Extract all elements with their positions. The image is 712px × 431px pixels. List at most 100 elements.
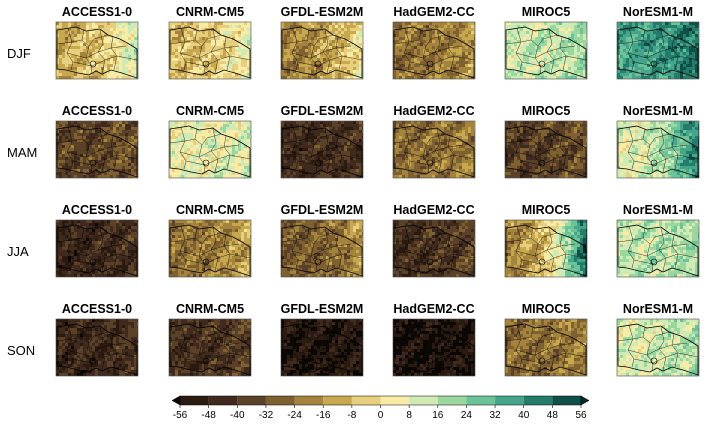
map-cell (175, 124, 179, 128)
map-cell (80, 58, 84, 62)
map-cell (432, 133, 436, 137)
map-cell (314, 73, 318, 77)
map-cell (683, 31, 687, 35)
map-cell (119, 133, 123, 137)
map-cell (107, 25, 111, 29)
map-cell (335, 160, 339, 164)
map-cell (235, 151, 239, 155)
map-cell (232, 130, 236, 134)
map-cell (329, 172, 333, 176)
map-cell (77, 64, 81, 68)
map-cell (514, 70, 518, 74)
map-cell (426, 130, 430, 134)
map-cell (350, 61, 354, 65)
map-cell (505, 67, 509, 71)
state-outline (169, 26, 251, 79)
map-cell (220, 175, 224, 178)
map-cell (235, 142, 239, 146)
map-cell (662, 22, 666, 26)
map-cell (641, 70, 645, 74)
map-cell (302, 22, 306, 26)
map-cell (335, 145, 339, 149)
map-cell (190, 169, 194, 173)
map-cell (232, 31, 236, 35)
map-cell (229, 58, 233, 62)
map-cell (344, 49, 348, 53)
map-cell (89, 121, 93, 125)
map-cell (456, 34, 460, 38)
map-cell (92, 73, 96, 77)
map-cell (344, 136, 348, 140)
map-cell (617, 25, 621, 29)
map-cell (137, 46, 138, 50)
map-cell (169, 22, 173, 26)
map-cell (698, 61, 699, 65)
map-cell (692, 37, 696, 41)
map-cell (169, 166, 173, 170)
map-cell (74, 46, 78, 50)
map-cell (347, 166, 351, 170)
map-cell (429, 49, 433, 53)
map-cell (77, 31, 81, 35)
map-cell (347, 31, 351, 35)
map-cell (241, 49, 245, 53)
map-cell (474, 133, 475, 137)
map-cell (65, 73, 69, 77)
map-cell (632, 37, 636, 41)
map-cell (196, 76, 200, 79)
map-cell (456, 130, 460, 134)
map-cell (644, 58, 648, 62)
map-cell (217, 163, 221, 167)
map-cell (635, 73, 639, 77)
map-cell (638, 43, 642, 47)
map-cell (650, 43, 654, 47)
map-cell (113, 67, 117, 71)
map-cell (532, 37, 536, 41)
map-cell (520, 67, 524, 71)
map-cell (359, 136, 363, 140)
map-cell (347, 154, 351, 158)
map-cell (695, 25, 699, 29)
map-cell (128, 40, 132, 44)
map-cell (244, 136, 248, 140)
map-cell (68, 136, 72, 140)
map-cell (396, 31, 400, 35)
map-cell (113, 127, 117, 131)
map-cell (308, 142, 312, 146)
map-cell (202, 22, 206, 26)
map-cell (211, 73, 215, 77)
map-cell (344, 61, 348, 65)
map-cell (520, 25, 524, 29)
map-cell (125, 160, 129, 164)
map-cell (128, 22, 132, 26)
map-cell (465, 49, 469, 53)
map-cell (441, 121, 445, 125)
map-cell (86, 37, 90, 41)
map-cell (74, 151, 78, 155)
map-cell (184, 46, 188, 50)
map-cell (107, 46, 111, 50)
map-cell (350, 28, 354, 32)
map-cell (80, 148, 84, 152)
map-cell (116, 43, 120, 47)
map-cell (317, 37, 321, 41)
map-cell (529, 40, 533, 44)
map-cell (86, 76, 90, 79)
map-cell (517, 40, 521, 44)
map-cell (644, 43, 648, 47)
map-cell (341, 61, 345, 65)
map-cell (338, 166, 342, 170)
map-cell (444, 124, 448, 128)
map-cell (338, 136, 342, 140)
map-cell (332, 70, 336, 74)
map-cell (314, 148, 318, 152)
map-cell (626, 40, 630, 44)
map-cell (80, 121, 84, 125)
map-cell (125, 136, 129, 140)
map-cell (617, 64, 621, 68)
map-cell (353, 64, 357, 68)
map-cell (244, 175, 248, 178)
map-cell (317, 43, 321, 47)
map-cell (674, 76, 678, 79)
map-cell (420, 70, 424, 74)
